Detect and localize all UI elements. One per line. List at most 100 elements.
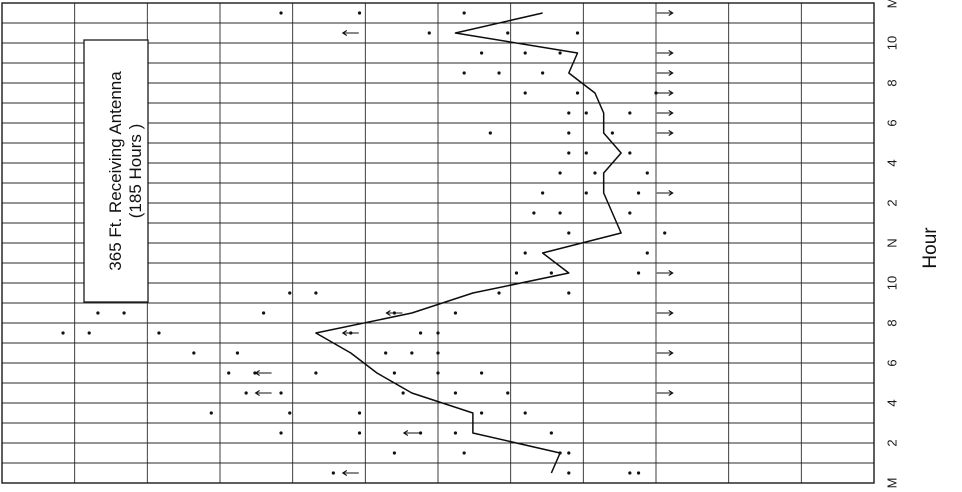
arrow-mark-head — [341, 30, 348, 36]
arrow-mark-head — [402, 430, 409, 436]
scatter-point — [654, 91, 658, 95]
scatter-point — [262, 311, 266, 315]
scatter-point — [244, 391, 248, 395]
scatter-point — [567, 291, 571, 295]
scatter-point — [480, 371, 484, 375]
scatter-point — [558, 51, 562, 55]
scatter-point — [575, 31, 580, 35]
arrow-mark-head — [341, 330, 348, 336]
scatter-point — [227, 371, 231, 375]
scatter-point — [549, 271, 553, 275]
scatter-point — [497, 291, 501, 295]
scatter-point — [567, 151, 571, 155]
arrow-mark-head — [668, 270, 674, 276]
scatter-point — [584, 191, 588, 195]
arrow-mark-head — [668, 110, 674, 116]
scatter-point — [584, 111, 588, 115]
scatter-point — [488, 131, 492, 135]
scatter-point — [593, 171, 597, 175]
scatter-point — [567, 111, 571, 115]
arrow-mark-head — [254, 370, 260, 376]
scatter-point — [628, 151, 632, 155]
arrow-mark-head — [668, 350, 674, 356]
scatter-point — [480, 51, 484, 55]
scatter-point — [331, 471, 335, 475]
scatter-point — [453, 431, 458, 435]
scatter-point — [192, 351, 196, 355]
arrow-mark-head — [668, 310, 674, 316]
median-line-path — [315, 12, 622, 474]
scatter-point — [523, 251, 527, 255]
hour-tick-label: 6 — [884, 119, 899, 126]
arrow-mark-head — [385, 310, 391, 316]
scatter-point — [279, 391, 283, 395]
hour-tick-label: 2 — [884, 439, 899, 446]
arrow-mark-head — [668, 90, 674, 96]
scatter-point — [87, 331, 91, 335]
scatter-point — [427, 31, 431, 35]
scatter-point — [523, 411, 527, 415]
scatter-point — [514, 271, 519, 275]
scatter-point — [279, 431, 283, 435]
scatter-point — [532, 211, 536, 215]
hour-tick-label: 4 — [884, 159, 899, 166]
scatter-point — [279, 11, 283, 15]
antenna-label-box: 365 Ft. Receiving Antenna (185 Hours ) — [83, 39, 149, 303]
scatter-point — [314, 291, 318, 295]
scatter-point — [436, 351, 440, 355]
scatter-point — [549, 431, 553, 435]
hour-tick-labels: M 2 4 6 8 10 N 2 4 6 8 10 M — [884, 0, 899, 488]
scatter-point — [663, 231, 667, 235]
hour-tick-label: 6 — [884, 359, 899, 366]
scatter-point — [567, 231, 571, 235]
scatter-point — [462, 451, 466, 455]
scatter-point — [418, 431, 423, 435]
scatter-point — [157, 331, 161, 335]
scatter-point — [357, 11, 362, 15]
hour-tick-label: 8 — [884, 319, 899, 326]
arrow-marks — [254, 10, 674, 476]
hour-tick-label: M — [884, 0, 899, 8]
arrow-mark-head — [668, 10, 674, 16]
scatter-point — [610, 131, 615, 135]
scatter-point — [410, 351, 414, 355]
scatter-point — [384, 351, 388, 355]
scatter-point — [567, 451, 571, 455]
scatter-point — [96, 311, 100, 315]
scatter-point — [567, 131, 571, 135]
hour-tick-label: 4 — [884, 399, 899, 406]
antenna-label-line1: 365 Ft. Receiving Antenna — [106, 71, 125, 271]
scatter-point — [567, 471, 571, 475]
hour-tick-label: 10 — [884, 276, 899, 290]
hour-tick-label: 10 — [884, 36, 899, 50]
scatter-point — [453, 311, 458, 315]
scatter-point — [436, 331, 440, 335]
plot-border — [1, 2, 875, 484]
scatter-point — [645, 251, 649, 255]
scatter-point — [636, 271, 641, 275]
grid-major-lines — [1, 2, 875, 484]
scatter-point — [636, 471, 641, 475]
scatter-point — [392, 451, 396, 455]
arrow-mark-head — [668, 390, 674, 396]
x-axis-label: Hour — [920, 227, 941, 269]
scatter-point — [453, 391, 458, 395]
scatter-point — [506, 31, 510, 35]
scatter-point — [497, 71, 501, 75]
scatter-point — [392, 371, 396, 375]
scatter-point — [584, 151, 588, 155]
scatter-point — [418, 331, 423, 335]
arrow-mark-head — [668, 190, 674, 196]
antenna-label-line2: (185 Hours ) — [126, 124, 145, 218]
scatter-point — [558, 171, 562, 175]
hour-tick-label: N — [884, 238, 899, 247]
arrow-mark-head — [341, 470, 348, 476]
scatter-point — [523, 91, 527, 95]
scatter-point — [235, 351, 240, 355]
arrow-mark-head — [668, 130, 674, 136]
scatter-point — [506, 391, 510, 395]
scatter-point — [558, 211, 562, 215]
scatter-point — [480, 411, 484, 415]
scatter-point — [628, 111, 632, 115]
